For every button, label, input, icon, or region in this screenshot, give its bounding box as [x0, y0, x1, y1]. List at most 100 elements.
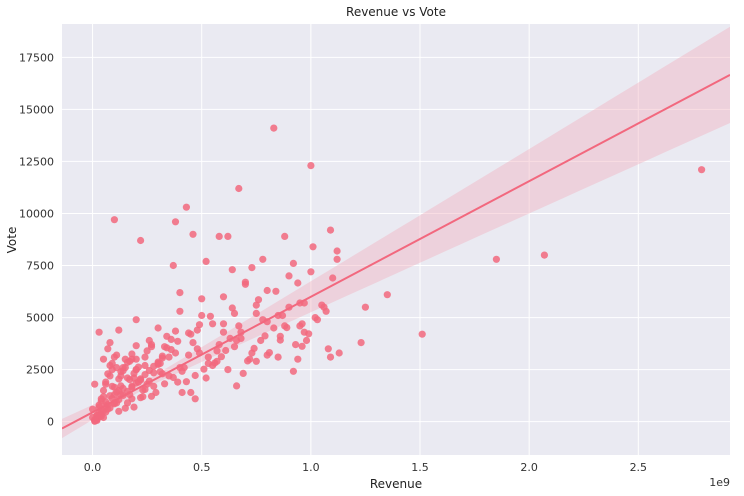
- regression-line-path: [62, 74, 730, 430]
- data-point: [204, 353, 212, 361]
- data-point: [215, 232, 223, 240]
- data-point: [130, 403, 138, 411]
- data-point: [283, 324, 291, 332]
- data-point: [106, 339, 114, 347]
- data-point: [492, 255, 500, 263]
- data-point: [244, 357, 252, 365]
- data-point: [158, 354, 166, 362]
- data-point: [99, 386, 108, 395]
- x-axis-offset-label: 1e9: [709, 476, 730, 489]
- data-point: [219, 328, 228, 336]
- y-tick-label: 12500: [19, 155, 54, 168]
- data-point: [195, 321, 204, 329]
- x-tick-label: 0.0: [84, 461, 102, 474]
- data-point: [108, 382, 116, 390]
- data-point: [161, 380, 169, 388]
- data-point: [298, 320, 306, 328]
- data-point: [106, 361, 114, 370]
- data-point: [178, 388, 186, 397]
- data-point: [176, 307, 184, 315]
- data-point: [119, 364, 127, 372]
- data-point: [257, 336, 265, 345]
- data-point: [169, 373, 177, 382]
- data-point: [272, 287, 280, 295]
- data-point: [97, 395, 105, 403]
- data-point: [128, 355, 136, 363]
- data-point: [117, 372, 125, 380]
- data-point: [329, 274, 337, 282]
- data-point: [137, 236, 145, 245]
- data-point: [228, 304, 236, 312]
- data-point: [322, 307, 330, 315]
- data-point: [139, 386, 147, 394]
- data-point: [185, 351, 193, 359]
- y-tick-label: 7500: [26, 260, 54, 273]
- plot-background: [62, 24, 730, 455]
- data-point: [191, 371, 199, 380]
- data-point: [228, 266, 236, 274]
- data-point: [219, 293, 228, 301]
- x-tick-label: 0.5: [193, 461, 211, 474]
- data-point: [230, 343, 239, 351]
- data-point: [259, 255, 267, 263]
- data-point: [298, 342, 306, 350]
- data-point: [191, 395, 199, 403]
- data-point: [333, 247, 341, 255]
- data-point: [217, 353, 225, 361]
- data-point: [167, 346, 175, 354]
- data-point: [198, 311, 206, 320]
- y-tick-label: 2500: [26, 364, 54, 377]
- data-point: [326, 353, 335, 361]
- data-point: [202, 374, 210, 382]
- y-tick-label: 15000: [19, 103, 54, 116]
- data-point: [361, 303, 369, 311]
- data-point: [132, 316, 140, 324]
- data-point: [123, 399, 132, 407]
- data-point: [117, 382, 125, 390]
- y-tick-labels: 0 2500 5000 7500 10000 12500 15000 17500: [19, 51, 54, 428]
- data-point: [261, 332, 269, 340]
- data-point: [110, 216, 118, 224]
- data-point: [182, 203, 190, 211]
- y-tick-label: 0: [47, 416, 54, 429]
- data-point: [150, 382, 158, 390]
- data-point: [235, 184, 243, 193]
- data-point: [171, 327, 180, 335]
- data-point: [132, 342, 140, 350]
- data-point: [156, 368, 164, 376]
- data-point: [213, 347, 221, 355]
- data-point: [233, 336, 241, 345]
- data-point: [130, 374, 138, 382]
- x-tick-label: 1.5: [411, 461, 429, 474]
- data-point: [307, 162, 315, 170]
- data-point: [235, 322, 243, 330]
- data-point: [167, 335, 175, 343]
- data-point: [274, 353, 282, 361]
- data-point: [174, 337, 182, 345]
- data-point: [230, 309, 239, 317]
- data-point: [104, 345, 112, 353]
- data-point: [147, 341, 156, 349]
- data-point: [200, 365, 208, 373]
- data-point: [193, 326, 201, 334]
- data-point: [222, 346, 230, 355]
- data-point: [198, 295, 206, 303]
- data-point: [418, 330, 426, 338]
- data-point: [276, 332, 284, 340]
- data-point: [128, 382, 136, 390]
- data-point: [93, 411, 101, 419]
- data-point: [241, 280, 249, 288]
- data-point: [294, 355, 302, 363]
- data-point: [252, 309, 260, 317]
- data-point: [252, 301, 260, 309]
- data-point: [189, 230, 197, 238]
- data-point: [285, 272, 293, 280]
- data-point: [254, 296, 263, 304]
- data-point: [233, 382, 241, 390]
- data-point: [132, 366, 140, 374]
- data-point: [698, 166, 706, 174]
- data-point: [224, 232, 232, 240]
- data-point: [292, 341, 300, 349]
- data-point: [91, 380, 99, 388]
- data-point: [224, 366, 232, 374]
